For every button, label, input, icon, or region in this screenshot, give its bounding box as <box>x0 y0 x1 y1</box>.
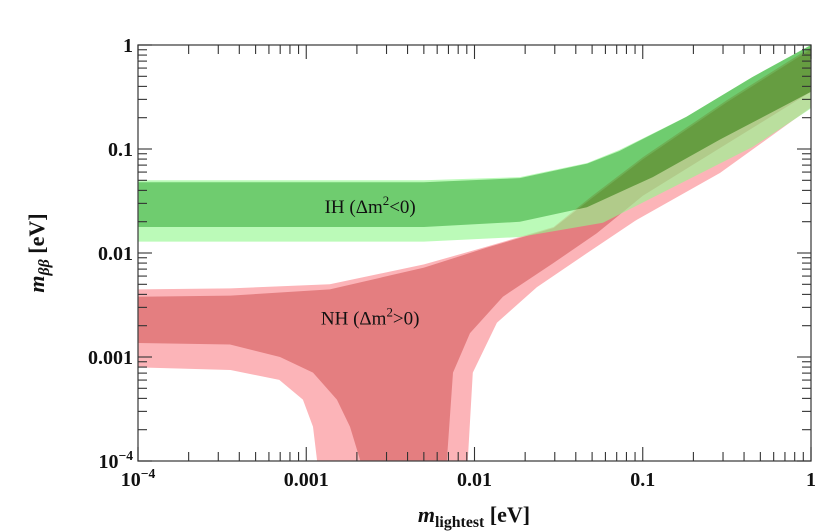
nh-label: NH (Δm2>0) <box>321 304 420 329</box>
x-tick-label: 1 <box>806 469 816 491</box>
y-axis-title: mββ [eV] <box>24 213 53 292</box>
y-tick-label: 0.1 <box>108 139 133 161</box>
band-ih-best-fit <box>138 45 811 227</box>
y-tick-label: 0.001 <box>88 347 133 369</box>
nh-bands <box>138 47 811 461</box>
band-labels: IH (Δm2<0) NH (Δm2>0) <box>321 193 420 329</box>
ih-bands <box>138 45 811 242</box>
y-tick-label: 1 <box>123 35 133 57</box>
y-tick-label: 0.01 <box>98 243 133 265</box>
x-axis-title: mlightest [eV] <box>418 502 530 531</box>
x-tick-label: 10−4 <box>121 466 156 491</box>
x-tick-label: 0.1 <box>630 469 655 491</box>
band-nh-best-fit <box>138 49 811 461</box>
x-tick-label: 0.001 <box>284 469 329 491</box>
ih-label: IH (Δm2<0) <box>325 193 416 218</box>
axis-ticks <box>137 44 812 462</box>
x-tick-label: 0.01 <box>457 469 492 491</box>
